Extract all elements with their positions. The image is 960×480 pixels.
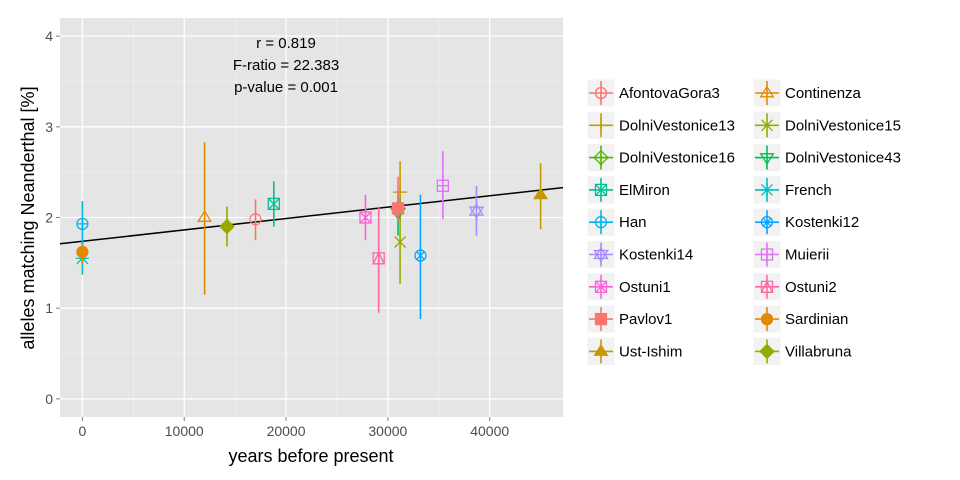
legend-label: DolniVestonice13 (619, 117, 735, 134)
marker (414, 249, 427, 262)
regression-line-segment (59, 186, 564, 245)
x-tick-label: 10000 (165, 423, 204, 439)
y-tick-label: 4 (45, 28, 53, 44)
legend-label: Kostenki12 (785, 214, 859, 231)
legend-label: French (785, 182, 832, 199)
legend-item-villabruna: Villabruna (752, 336, 852, 366)
legend-item-dolnivestonice43: DolniVestonice43 (752, 143, 901, 173)
legend-item-continenza: Continenza (752, 78, 862, 108)
x-tick-label: 20000 (267, 423, 306, 439)
marker (468, 203, 485, 219)
axis-ticks: 0 10000 20000 30000 40000 0 1 2 3 4 (45, 28, 509, 439)
point-elmiron (267, 181, 280, 227)
legend-label: Ostuni2 (785, 279, 837, 296)
annotation-r: r = 0.819 (256, 35, 316, 52)
y-tick-label: 1 (45, 300, 53, 316)
point-ust-ishim (533, 163, 549, 230)
legend-item-ostuni1: Ostuni1 (586, 272, 671, 302)
legend-label: Pavlov1 (619, 311, 672, 328)
marker (76, 245, 89, 259)
x-tick-label: 30000 (368, 423, 407, 439)
legend-item-afontovagora3: AfontovaGora3 (586, 78, 720, 108)
legend-label: Villabruna (785, 343, 852, 360)
legend-item-dolnivestonice16: DolniVestonice16 (586, 143, 735, 173)
marker (533, 187, 549, 200)
legend-item-kostenki12: Kostenki12 (752, 207, 859, 237)
legend-label: AfontovaGora3 (619, 85, 720, 102)
legend-item-ust-ishim: Ust-Ishim (586, 336, 682, 366)
annotation-f-ratio: F-ratio = 22.383 (233, 57, 339, 74)
point-sardinian (76, 244, 89, 263)
legend-item-dolnivestonice15: DolniVestonice15 (752, 110, 901, 140)
legend-label: Han (619, 214, 647, 231)
x-tick-label: 0 (79, 423, 87, 439)
point-villabruna (219, 206, 235, 247)
x-tick-label: 40000 (470, 423, 509, 439)
marker (197, 209, 213, 222)
point-kostenki12 (414, 194, 427, 320)
annotation-p-value: p-value = 0.001 (234, 79, 338, 96)
legend-label: Muierii (785, 247, 829, 264)
grid (60, 18, 563, 417)
marker (372, 251, 386, 265)
point-pavlov1 (391, 176, 405, 223)
y-tick-label: 2 (45, 210, 53, 226)
legend-label: Sardinian (785, 311, 848, 328)
legend-label: Continenza (785, 85, 862, 102)
point-ostuni2 (372, 206, 386, 313)
legend-label: DolniVestonice15 (785, 117, 901, 134)
legend-label: DolniVestonice16 (619, 150, 735, 167)
marker (219, 218, 235, 235)
point-continenza (197, 142, 213, 295)
marker (436, 179, 450, 192)
point-muierii (436, 151, 450, 220)
legend-label: Kostenki14 (619, 247, 693, 264)
point-han (76, 201, 89, 245)
point-afontovagora3 (249, 199, 262, 241)
marker (267, 197, 280, 211)
marker (249, 213, 262, 226)
legend-item-kostenki14: Kostenki14 (586, 240, 693, 269)
legend-label: Ust-Ishim (619, 343, 682, 360)
point-kostenki14 (468, 185, 485, 236)
marker (76, 217, 89, 230)
marker (359, 211, 372, 224)
legend-label: Ostuni1 (619, 279, 671, 296)
legend-item-muierii: Muierii (752, 240, 829, 269)
legend-label: ElMiron (619, 182, 670, 199)
legend-item-sardinian: Sardinian (752, 304, 848, 334)
legend-item-han: Han (586, 207, 647, 237)
y-tick-label: 0 (45, 391, 53, 407)
regression-line (59, 186, 564, 245)
legend-item-dolnivestonice13: DolniVestonice13 (586, 110, 735, 140)
marker (394, 236, 407, 248)
data-points (75, 142, 549, 320)
legend: AfontovaGora3 Continenza DolniVestonice13 D… (586, 78, 901, 366)
legend-item-ostuni2: Ostuni2 (752, 272, 837, 302)
legend-item-pavlov1: Pavlov1 (586, 304, 672, 334)
x-axis-title: years before present (228, 446, 393, 466)
y-tick-label: 3 (45, 119, 53, 135)
marker (391, 202, 405, 215)
legend-label: DolniVestonice43 (785, 150, 901, 167)
legend-item-french: French (752, 175, 832, 205)
legend-item-elmiron: ElMiron (586, 175, 670, 205)
marker (392, 184, 408, 200)
point-ostuni1 (359, 194, 372, 241)
y-axis-title: alleles matching Neanderthal [%] (18, 86, 38, 349)
